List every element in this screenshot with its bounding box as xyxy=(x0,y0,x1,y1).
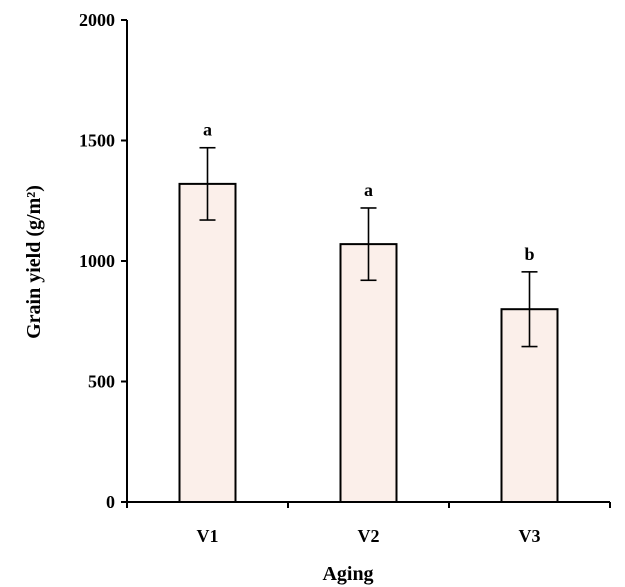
y-axis: 0 500 1000 1500 2000 xyxy=(79,10,128,512)
x-tick-label: V2 xyxy=(358,526,380,546)
bar-v1 xyxy=(178,182,237,503)
x-axis: V1 V2 V3 xyxy=(126,501,611,546)
x-axis-title: Aging xyxy=(322,563,373,585)
y-tick-label: 500 xyxy=(88,372,115,392)
y-tick-label: 1000 xyxy=(79,251,115,271)
significance-label: b xyxy=(524,244,534,264)
x-tick-label: V1 xyxy=(197,526,219,546)
bar-v2 xyxy=(339,243,398,503)
bars: a a b xyxy=(178,120,559,504)
significance-label: a xyxy=(364,180,373,200)
significance-label: a xyxy=(203,120,212,140)
y-axis-title: Grain yield (g/m²) xyxy=(23,185,45,339)
y-tick-label: 2000 xyxy=(79,10,115,30)
y-tick-label: 1500 xyxy=(79,131,115,151)
x-tick-label: V3 xyxy=(519,526,541,546)
y-tick-label: 0 xyxy=(106,492,115,512)
